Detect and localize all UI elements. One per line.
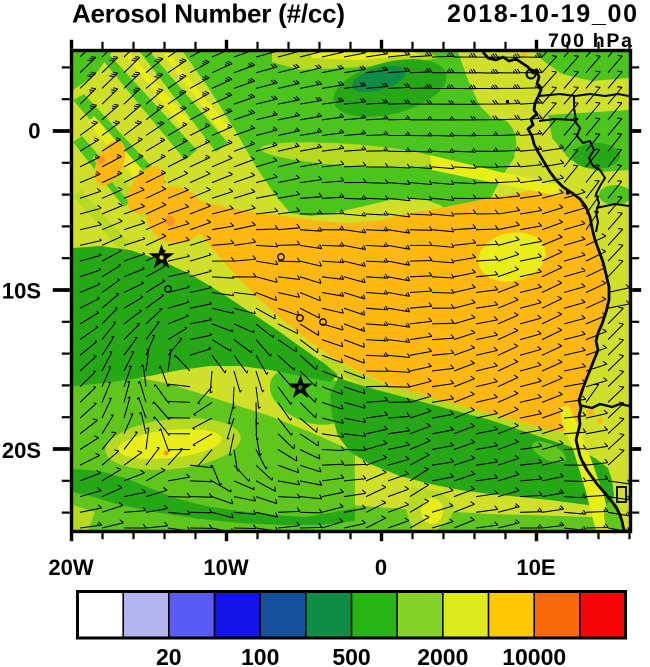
svg-text:2000: 2000 [417, 644, 468, 667]
svg-text:10S: 10S [2, 279, 41, 304]
svg-text:Aerosol Number (#/cc): Aerosol Number (#/cc) [72, 0, 345, 29]
svg-text:100: 100 [241, 644, 279, 667]
svg-text:0: 0 [375, 555, 387, 580]
svg-text:20: 20 [156, 644, 182, 667]
svg-text:20W: 20W [48, 555, 93, 580]
svg-text:0: 0 [28, 119, 40, 144]
svg-text:700 hPa: 700 hPa [548, 30, 632, 52]
svg-text:10W: 10W [203, 555, 248, 580]
svg-text:10000: 10000 [502, 644, 566, 667]
svg-text:2018-10-19_00: 2018-10-19_00 [447, 0, 637, 28]
svg-text:10E: 10E [516, 555, 555, 580]
svg-text:500: 500 [332, 644, 370, 667]
svg-text:20S: 20S [2, 438, 41, 463]
